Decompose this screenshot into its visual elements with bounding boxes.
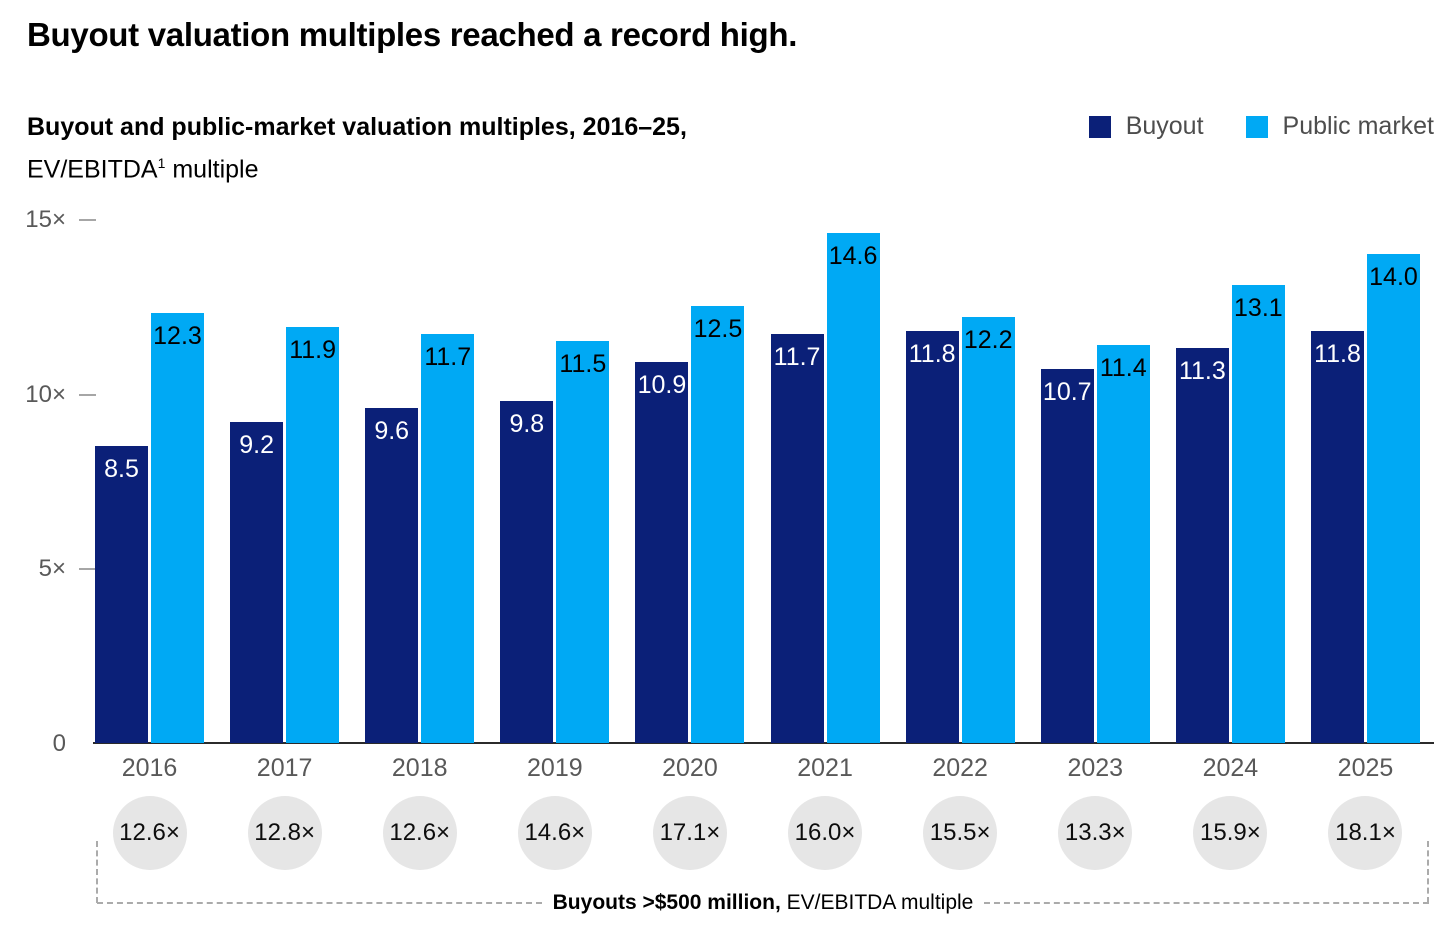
x-axis-label-2018: 2018: [391, 754, 448, 782]
y-axis-tick-mark: [79, 568, 96, 571]
bar-buyout-2018: 9.6: [365, 407, 419, 743]
bar-buyout-2023: 10.7: [1040, 369, 1094, 743]
bar-value-label: 10.7: [1042, 378, 1092, 407]
chart-subtitle-block: Buyout and public-market valuation multi…: [27, 109, 687, 187]
x-axis-label-2019: 2019: [527, 754, 583, 782]
x-axis-label-2025: 2025: [1337, 754, 1394, 782]
y-axis-tick-mark: [79, 393, 96, 396]
bar-value-label: 11.3: [1178, 357, 1226, 386]
x-axis-label-2020: 2020: [662, 754, 718, 782]
unit-label-pre: EV/EBITDA: [27, 155, 158, 184]
bracket-caption-bold: Buyouts >$500 million,: [552, 891, 781, 914]
x-axis-label-2022: 2022: [932, 754, 988, 782]
bar-buyout-2025: 11.8: [1310, 330, 1364, 743]
large-buyout-multiple-2023: 13.3×: [1058, 796, 1133, 870]
page-title: Buyout valuation multiples reached a rec…: [27, 16, 798, 53]
bracket-dash-left: [97, 902, 542, 904]
bar-buyout-2016: 8.5: [95, 446, 148, 743]
bracket-caption-row: Buyouts >$500 million, EV/EBITDA multipl…: [97, 891, 1430, 915]
bar-public-market-2019: 11.5: [556, 341, 610, 743]
bracket-right-line: [1427, 841, 1429, 903]
x-axis-line: [93, 742, 1434, 744]
unit-label-post: multiple: [165, 155, 259, 184]
y-axis-tick-label: 5×: [38, 555, 66, 583]
bar-value-label: 12.5: [693, 315, 743, 344]
x-axis-label-2023: 2023: [1067, 754, 1124, 782]
bracket-caption-regular: EV/EBITDA multiple: [780, 891, 974, 914]
bar-buyout-2021: 11.7: [770, 334, 824, 743]
bar-value-label: 10.9: [637, 371, 687, 400]
buyout-swatch-icon: [1088, 115, 1111, 138]
bar-buyout-2022: 11.8: [905, 330, 959, 743]
chart-unit-label: EV/EBITDA1 multiple: [27, 145, 687, 187]
bracket-caption: Buyouts >$500 million, EV/EBITDA multipl…: [542, 891, 985, 915]
bar-buyout-2024: 11.3: [1175, 348, 1229, 743]
bar-public-market-2021: 14.6: [826, 232, 880, 743]
bar-value-label: 11.7: [773, 343, 821, 372]
large-buyout-multiple-2022: 15.5×: [923, 796, 998, 870]
large-buyout-multiple-2018: 12.6×: [382, 796, 457, 870]
x-axis-label-2021: 2021: [797, 754, 853, 782]
bar-value-label: 11.8: [908, 339, 956, 368]
bar-value-label: 11.5: [559, 350, 607, 379]
y-axis-tick-label: 10×: [25, 380, 66, 408]
large-buyout-multiple-2024: 15.9×: [1193, 796, 1268, 870]
bar-value-label: 9.6: [374, 416, 410, 445]
bar-value-label: 13.1: [1234, 294, 1283, 323]
bracket-left-line: [96, 841, 98, 903]
large-buyout-multiple-2020: 17.1×: [652, 796, 727, 870]
bar-value-label: 14.0: [1369, 262, 1418, 291]
large-buyout-multiple-2019: 14.6×: [517, 796, 592, 870]
bar-public-market-2022: 12.2: [961, 316, 1015, 743]
bar-public-market-2016: 12.3: [151, 313, 204, 743]
bar-public-market-2023: 11.4: [1096, 344, 1150, 743]
bar-value-label: 11.8: [1314, 339, 1361, 368]
bar-value-label: 11.7: [424, 343, 472, 372]
bar-public-market-2018: 11.7: [421, 334, 475, 743]
x-axis-label-2016: 2016: [121, 754, 178, 782]
bar-value-label: 11.9: [289, 336, 337, 365]
bar-value-label: 14.6: [828, 241, 878, 270]
chart-subtitle: Buyout and public-market valuation multi…: [27, 113, 687, 141]
legend-item-buyout: Buyout: [1088, 112, 1204, 141]
bar-value-label: 8.5: [104, 455, 139, 484]
large-buyout-multiple-2021: 16.0×: [788, 796, 863, 870]
bar-value-label: 12.2: [963, 325, 1013, 354]
bar-value-label: 12.3: [153, 322, 202, 351]
bar-value-label: 11.4: [1099, 353, 1147, 382]
legend-label-buyout: Buyout: [1125, 112, 1204, 140]
large-buyout-multiple-2017: 12.8×: [247, 796, 322, 870]
bar-buyout-2020: 10.9: [635, 362, 689, 743]
y-axis-tick-mark: [79, 219, 96, 221]
bar-public-market-2025: 14.0: [1366, 253, 1420, 743]
bar-public-market-2024: 13.1: [1231, 285, 1285, 743]
legend-item-public-market: Public market: [1245, 112, 1434, 141]
legend-label-public-market: Public market: [1282, 112, 1434, 140]
footnote-marker: 1: [157, 155, 166, 171]
bar-value-label: 9.8: [509, 409, 545, 438]
x-axis-label-2024: 2024: [1202, 754, 1259, 782]
large-buyout-multiple-2016: 12.6×: [112, 796, 187, 870]
bracket-dash-right: [984, 902, 1430, 904]
bar-public-market-2017: 11.9: [286, 327, 340, 743]
bar-buyout-2017: 9.2: [230, 421, 284, 743]
legend: Buyout Public market: [1088, 112, 1434, 141]
y-axis-tick-label: 15×: [25, 206, 66, 233]
large-buyout-multiple-2025: 18.1×: [1328, 796, 1403, 870]
bar-buyout-2019: 9.8: [500, 400, 554, 743]
bar-value-label: 9.2: [239, 430, 274, 459]
bar-public-market-2020: 12.5: [691, 306, 745, 743]
public-market-swatch-icon: [1245, 115, 1268, 138]
y-axis-tick-label: 0: [52, 730, 66, 757]
x-axis-label-2017: 2017: [256, 754, 313, 782]
